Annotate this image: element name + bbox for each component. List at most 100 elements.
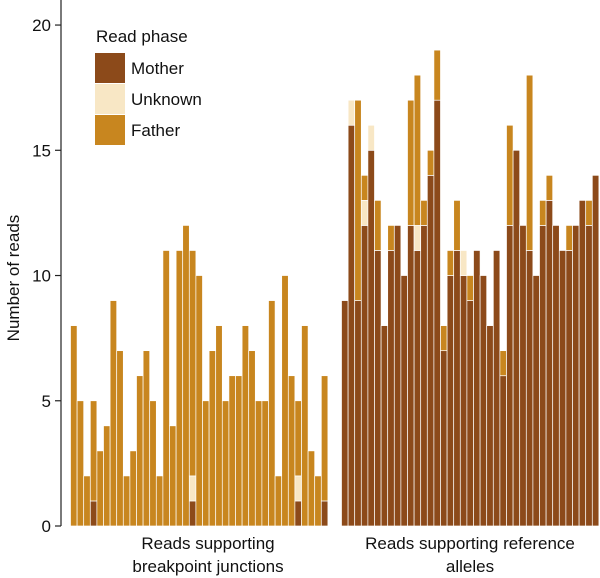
bar-segment-unknown [360, 200, 369, 226]
bar-segment-mother [393, 225, 402, 527]
bar-segment-father [155, 475, 164, 527]
bar-segment-mother [479, 275, 488, 527]
bar-segment-unknown [413, 225, 422, 251]
bar-segment-father [254, 400, 263, 527]
bar-segment-father [149, 400, 157, 527]
bar-segment-father [274, 475, 283, 527]
bar-segment-mother [440, 350, 448, 527]
bar-segment-mother [519, 225, 527, 527]
bar-segment-mother [420, 225, 428, 527]
bar-segment-mother [572, 225, 580, 527]
bar-segment-mother [446, 275, 455, 527]
bar-segment-father [420, 200, 428, 226]
bar-segment-mother [347, 124, 356, 527]
bar-segment-father [261, 400, 269, 527]
bar-segment-mother [188, 500, 197, 527]
bar-segment-mother [545, 200, 554, 527]
legend-label-unknown: Unknown [131, 90, 202, 109]
bar-segment-mother [367, 149, 375, 527]
y-tick-label: 0 [42, 517, 51, 536]
y-tick-label: 15 [32, 141, 51, 160]
bar-segment-father [116, 350, 124, 527]
bar-segment-father [202, 400, 210, 527]
bar-segment-father [129, 450, 137, 527]
bar-segment-unknown [459, 250, 468, 276]
bar-segment-mother [360, 225, 369, 527]
bar-segment-mother [466, 300, 474, 527]
bar-segment-father [453, 200, 461, 251]
bar-segment-father [103, 425, 111, 527]
bar-segment-father [360, 174, 369, 201]
bar-segment-unknown [294, 475, 302, 502]
bar-segment-father [281, 275, 289, 527]
legend-title: Read phase [96, 27, 188, 46]
legend-label-father: Father [131, 121, 180, 140]
bar-segment-father [182, 225, 190, 527]
bar-segment-mother [492, 250, 501, 527]
y-tick-label: 5 [42, 392, 51, 411]
bar-segment-mother [578, 200, 587, 527]
bar-segment-mother [341, 300, 349, 527]
bar-segment-mother [558, 250, 567, 527]
bar-segment-father [387, 225, 395, 251]
legend-swatch-unknown [95, 84, 125, 114]
bar-segment-mother [354, 300, 362, 527]
bar-segment-mother [433, 99, 441, 527]
bar-segment-mother [565, 250, 573, 527]
group-label-line: Reads supporting reference [365, 534, 575, 553]
bar-segment-father [446, 250, 455, 276]
bar-segment-mother [506, 225, 514, 527]
bar-segment-father [506, 124, 514, 226]
bar-segment-mother [512, 149, 521, 527]
bar-segment-mother [374, 250, 382, 527]
bar-segment-father [109, 300, 118, 527]
group-label-line: Reads supporting [141, 534, 274, 553]
bar-segment-mother [591, 174, 600, 527]
bar-segment-father [235, 375, 243, 527]
bar-segment-father [221, 400, 230, 527]
bar-segment-mother [320, 500, 329, 527]
bar-segment-mother [453, 250, 461, 527]
bar-segment-mother [459, 275, 468, 527]
y-axis-title: Number of reads [4, 215, 23, 342]
group-label-line: alleles [446, 557, 494, 576]
bar-segment-mother [294, 500, 302, 527]
bar-segment-father [585, 200, 593, 226]
bar-segment-father [76, 400, 85, 527]
group-label-line: breakpoint junctions [132, 557, 283, 576]
bar-segment-father [175, 250, 184, 527]
bar-segment-father [188, 250, 197, 477]
y-axis: 0 5 10 15 20 [32, 0, 62, 536]
bar-segment-father [440, 325, 448, 352]
bar-segment-father [89, 400, 98, 502]
bar-segment-mother [486, 325, 494, 527]
bar-segment-father [307, 450, 316, 527]
bar-segment-father [215, 325, 223, 527]
bar-segment-father [136, 375, 144, 527]
bar-segment-mother [499, 375, 507, 527]
bar-segment-mother [426, 174, 435, 527]
bar-segment-father [433, 49, 441, 101]
bar-segment-unknown [188, 475, 197, 502]
bar-segment-father [70, 325, 78, 527]
bar-segment-father [122, 475, 131, 527]
bar-segment-mother [539, 225, 547, 527]
bar-segment-father [407, 99, 415, 226]
bar-segment-mother [407, 225, 415, 527]
bar-segment-father [195, 275, 203, 527]
y-tick-label: 10 [32, 267, 51, 286]
bar-segment-father [466, 275, 474, 301]
bar-segment-father [539, 200, 547, 226]
bar-segment-father [374, 200, 382, 251]
bar-segment-father [499, 350, 507, 377]
bar-segment-father [83, 475, 91, 527]
bar-segment-father [545, 174, 554, 201]
bar-segment-mother [400, 275, 408, 527]
bar-segment-mother [585, 225, 593, 527]
bar-segment-father [96, 450, 104, 527]
group-labels: Reads supporting breakpoint junctions Read… [132, 534, 575, 576]
bar-segment-mother [380, 325, 389, 527]
bar-segment-father [241, 325, 250, 527]
bars-layer [70, 49, 600, 527]
